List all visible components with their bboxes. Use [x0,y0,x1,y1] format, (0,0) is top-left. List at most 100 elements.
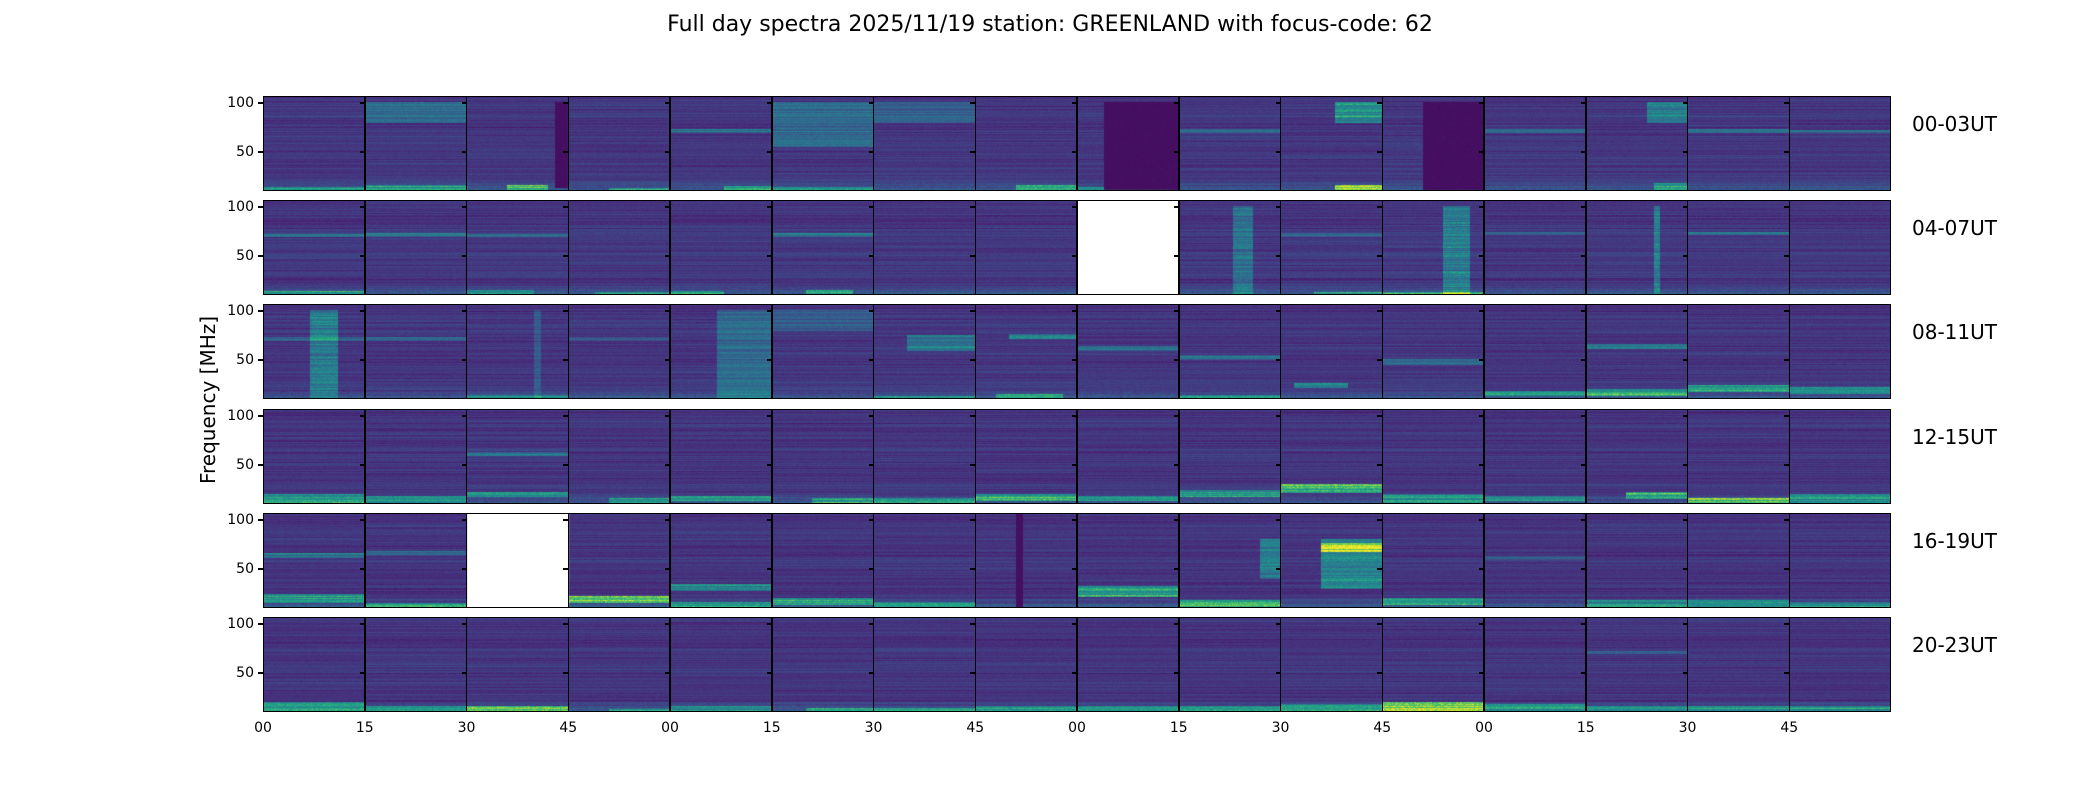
inner-tick [563,310,569,312]
cell-divider [1483,513,1485,608]
inner-tick [461,568,467,570]
inner-tick [1580,206,1586,208]
inner-tick [766,151,772,153]
x-tick-label: 30 [1271,720,1290,736]
x-tick-label: 15 [762,720,781,736]
inner-tick [1275,415,1281,417]
inner-tick [1479,464,1484,466]
inner-tick [868,255,874,257]
cell-divider [771,617,773,712]
inner-tick [1784,415,1790,417]
inner-tick [1072,206,1077,208]
inner-tick [970,415,976,417]
cell-divider [465,409,468,504]
inner-tick [868,623,874,625]
inner-tick [1072,519,1077,521]
y-tick [258,359,263,361]
inner-tick [766,672,772,674]
inner-tick [766,623,772,625]
inner-tick [766,310,772,312]
cell-divider [669,200,671,295]
cell-divider [1178,304,1180,399]
inner-tick [1377,623,1383,625]
inner-tick [665,415,670,417]
inner-tick [970,519,976,521]
y-tick [258,102,263,104]
cell-divider [1381,200,1383,295]
inner-tick [970,672,976,674]
inner-tick [1275,464,1281,466]
cell-divider [567,304,569,399]
cell-divider [1788,304,1790,399]
cell-divider [1483,617,1485,712]
inner-tick [665,568,670,570]
chart-title: Full day spectra 2025/11/19 station: GRE… [667,12,1433,37]
inner-tick [1377,102,1383,104]
cell-divider [1076,304,1078,399]
inner-tick [359,102,365,104]
cell-divider [669,409,671,504]
cell-divider [364,513,366,608]
inner-tick [1682,415,1688,417]
cell-divider [1279,617,1282,712]
inner-tick [1377,568,1383,570]
inner-tick [1580,623,1586,625]
y-tick-label: 100 [227,615,254,632]
inner-tick [970,623,976,625]
inner-tick [563,519,569,521]
cell-divider [1585,617,1587,712]
cell-divider [669,513,671,608]
cell-divider [1381,96,1383,191]
cell-divider [1686,409,1689,504]
cell-divider [1279,96,1282,191]
cell-divider [364,617,366,712]
inner-tick [1784,519,1790,521]
inner-tick [1072,310,1077,312]
y-tick [258,623,263,625]
inner-tick [1580,672,1586,674]
inner-tick [1377,255,1383,257]
inner-tick [868,359,874,361]
cell-divider [1483,96,1485,191]
inner-tick [766,464,772,466]
inner-tick [359,464,365,466]
inner-tick [868,310,874,312]
inner-tick [766,568,772,570]
inner-tick [766,519,772,521]
inner-tick [1479,415,1484,417]
y-tick-label: 50 [236,351,254,368]
cell-divider [1483,304,1485,399]
inner-tick [1580,359,1586,361]
cell-divider [1686,200,1689,295]
y-tick-label: 50 [236,143,254,160]
inner-tick [1275,206,1281,208]
cell-divider [1076,617,1078,712]
x-tick-label: 15 [1576,720,1595,736]
cell-divider [771,513,773,608]
inner-tick [1072,415,1077,417]
cell-divider [872,617,875,712]
inner-tick [1479,206,1484,208]
x-tick-label: 00 [254,720,272,736]
inner-tick [665,359,670,361]
inner-tick [563,623,569,625]
inner-tick [1784,464,1790,466]
inner-tick [1275,102,1281,104]
inner-tick [563,568,569,570]
inner-tick [1173,464,1179,466]
x-tick-label: 15 [355,720,374,736]
inner-tick [461,623,467,625]
y-tick-label: 100 [227,198,254,215]
y-tick [258,310,263,312]
inner-tick [665,102,670,104]
inner-tick [1682,672,1688,674]
cell-divider [872,96,875,191]
inner-tick [359,151,365,153]
inner-tick [1479,568,1484,570]
inner-tick [1173,206,1179,208]
inner-tick [665,151,670,153]
inner-tick [1275,151,1281,153]
inner-tick [970,359,976,361]
inner-tick [461,519,467,521]
cell-divider [1788,513,1790,608]
